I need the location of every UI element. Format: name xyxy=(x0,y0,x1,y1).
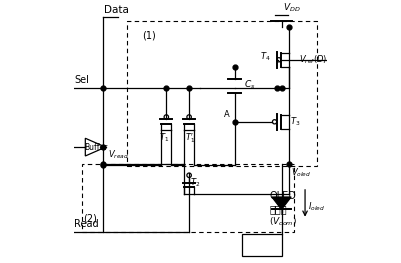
Text: 负电源: 负电源 xyxy=(269,204,287,214)
Bar xyxy=(242,234,282,256)
Text: (1): (1) xyxy=(142,30,156,40)
Bar xyxy=(127,21,317,166)
Text: $V_{read}$: $V_{read}$ xyxy=(108,149,129,161)
Text: $C_s$: $C_s$ xyxy=(243,79,255,91)
Text: $T_1$: $T_1$ xyxy=(159,132,169,144)
Text: Buffer: Buffer xyxy=(84,143,107,151)
Text: (2): (2) xyxy=(83,214,97,224)
Bar xyxy=(81,164,294,232)
Text: $V_{ref}(D)$: $V_{ref}(D)$ xyxy=(299,54,327,66)
Text: $V_{oled}$: $V_{oled}$ xyxy=(291,166,312,179)
Text: Sel: Sel xyxy=(74,75,89,85)
Text: $T_2$: $T_2$ xyxy=(190,176,200,189)
Text: $T_1'$: $T_1'$ xyxy=(185,132,196,145)
Text: Data: Data xyxy=(104,6,129,16)
Text: OLED: OLED xyxy=(269,191,296,201)
Text: Read: Read xyxy=(74,219,99,229)
Text: A: A xyxy=(224,110,230,119)
Text: $T_3$: $T_3$ xyxy=(290,115,301,128)
Text: $V_{DD}$: $V_{DD}$ xyxy=(283,2,300,14)
Text: $T_4$: $T_4$ xyxy=(259,51,270,63)
Text: $I_{oled}$: $I_{oled}$ xyxy=(308,200,325,213)
Text: $(V_{com})$: $(V_{com})$ xyxy=(269,215,298,228)
Polygon shape xyxy=(272,197,291,210)
